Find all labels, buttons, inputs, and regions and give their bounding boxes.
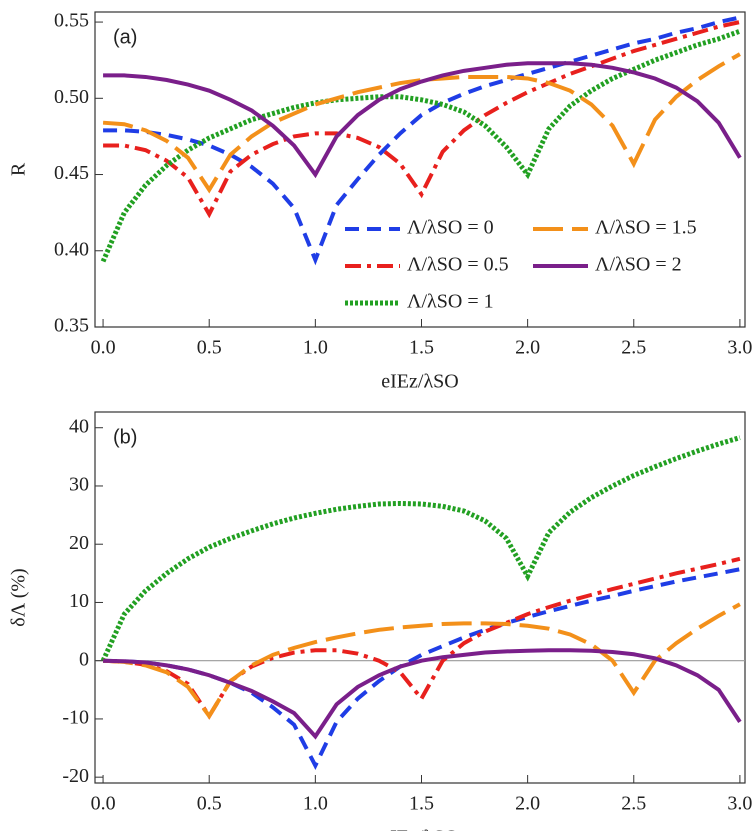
legend-label: Λ/λSO = 1.5: [595, 217, 697, 239]
panel: 0.0 0.5 1.0 1.5 2.0 2.5 3.0 -20 -10 0 10 20 30 40 eIEz…: [8, 411, 752, 831]
y-tick-label: 0: [79, 648, 89, 670]
panel-label: (b): [113, 426, 137, 448]
x-tick-label: 3.0: [727, 337, 752, 359]
y-tick-label: 20: [69, 532, 89, 554]
y-axis-label: R: [8, 162, 30, 176]
series-line: [102, 52, 741, 194]
legend-label: Λ/λSO = 0.5: [407, 254, 509, 276]
panel: 0.0 0.5 1.0 1.5 2.0 2.5 3.0 0.35 0.40 0.45 0.50 0.5…: [8, 10, 753, 393]
y-tick-label: 30: [69, 474, 89, 496]
x-tick-label: 0.5: [197, 793, 222, 815]
x-axis-label: eIEz/λSO: [381, 371, 458, 393]
series-line: [103, 567, 741, 770]
y-axis-label: δΛ (%): [8, 568, 30, 626]
x-tick-label: 0.0: [91, 793, 116, 815]
legend-label: Λ/λSO = 1: [407, 291, 494, 313]
x-tick-label: 1.5: [409, 337, 434, 359]
y-tick-label: -20: [62, 765, 89, 787]
series-line: [103, 61, 742, 179]
y-tick-label: 0.55: [54, 10, 89, 32]
series-line: [102, 556, 741, 720]
series-line: [100, 435, 741, 662]
series-line: [103, 15, 741, 266]
x-tick-label: 2.0: [515, 793, 540, 815]
series-line: [103, 648, 742, 740]
y-tick-label: 0.35: [54, 315, 89, 337]
x-tick-label: 2.0: [515, 337, 540, 359]
y-tick-label: -10: [62, 707, 89, 729]
y-tick-label: 40: [69, 415, 89, 437]
x-tick-label: 1.0: [303, 337, 328, 359]
x-tick-label: 1.0: [303, 793, 328, 815]
series-line: [102, 602, 741, 720]
plot-frame: [94, 411, 746, 784]
x-tick-label: 2.5: [621, 793, 646, 815]
y-tick-label: 0.40: [54, 238, 89, 260]
x-tick-label: 0.0: [91, 337, 116, 359]
y-tick-label: 0.50: [54, 86, 89, 108]
legend-label: Λ/λSO = 2: [595, 254, 682, 276]
x-tick-label: 3.0: [727, 793, 752, 815]
series-line: [103, 20, 741, 219]
plot-frame: [94, 11, 746, 328]
x-tick-label: 0.5: [197, 337, 222, 359]
series-line: [100, 28, 741, 263]
x-axis-label: eIEz/λSO: [381, 827, 458, 831]
x-tick-label: 2.5: [621, 337, 646, 359]
x-tick-label: 1.5: [409, 793, 434, 815]
y-tick-label: 0.45: [54, 162, 89, 184]
panel-label: (a): [113, 26, 137, 48]
legend-label: Λ/λSO = 0: [407, 217, 494, 239]
y-tick-label: 10: [69, 590, 89, 612]
